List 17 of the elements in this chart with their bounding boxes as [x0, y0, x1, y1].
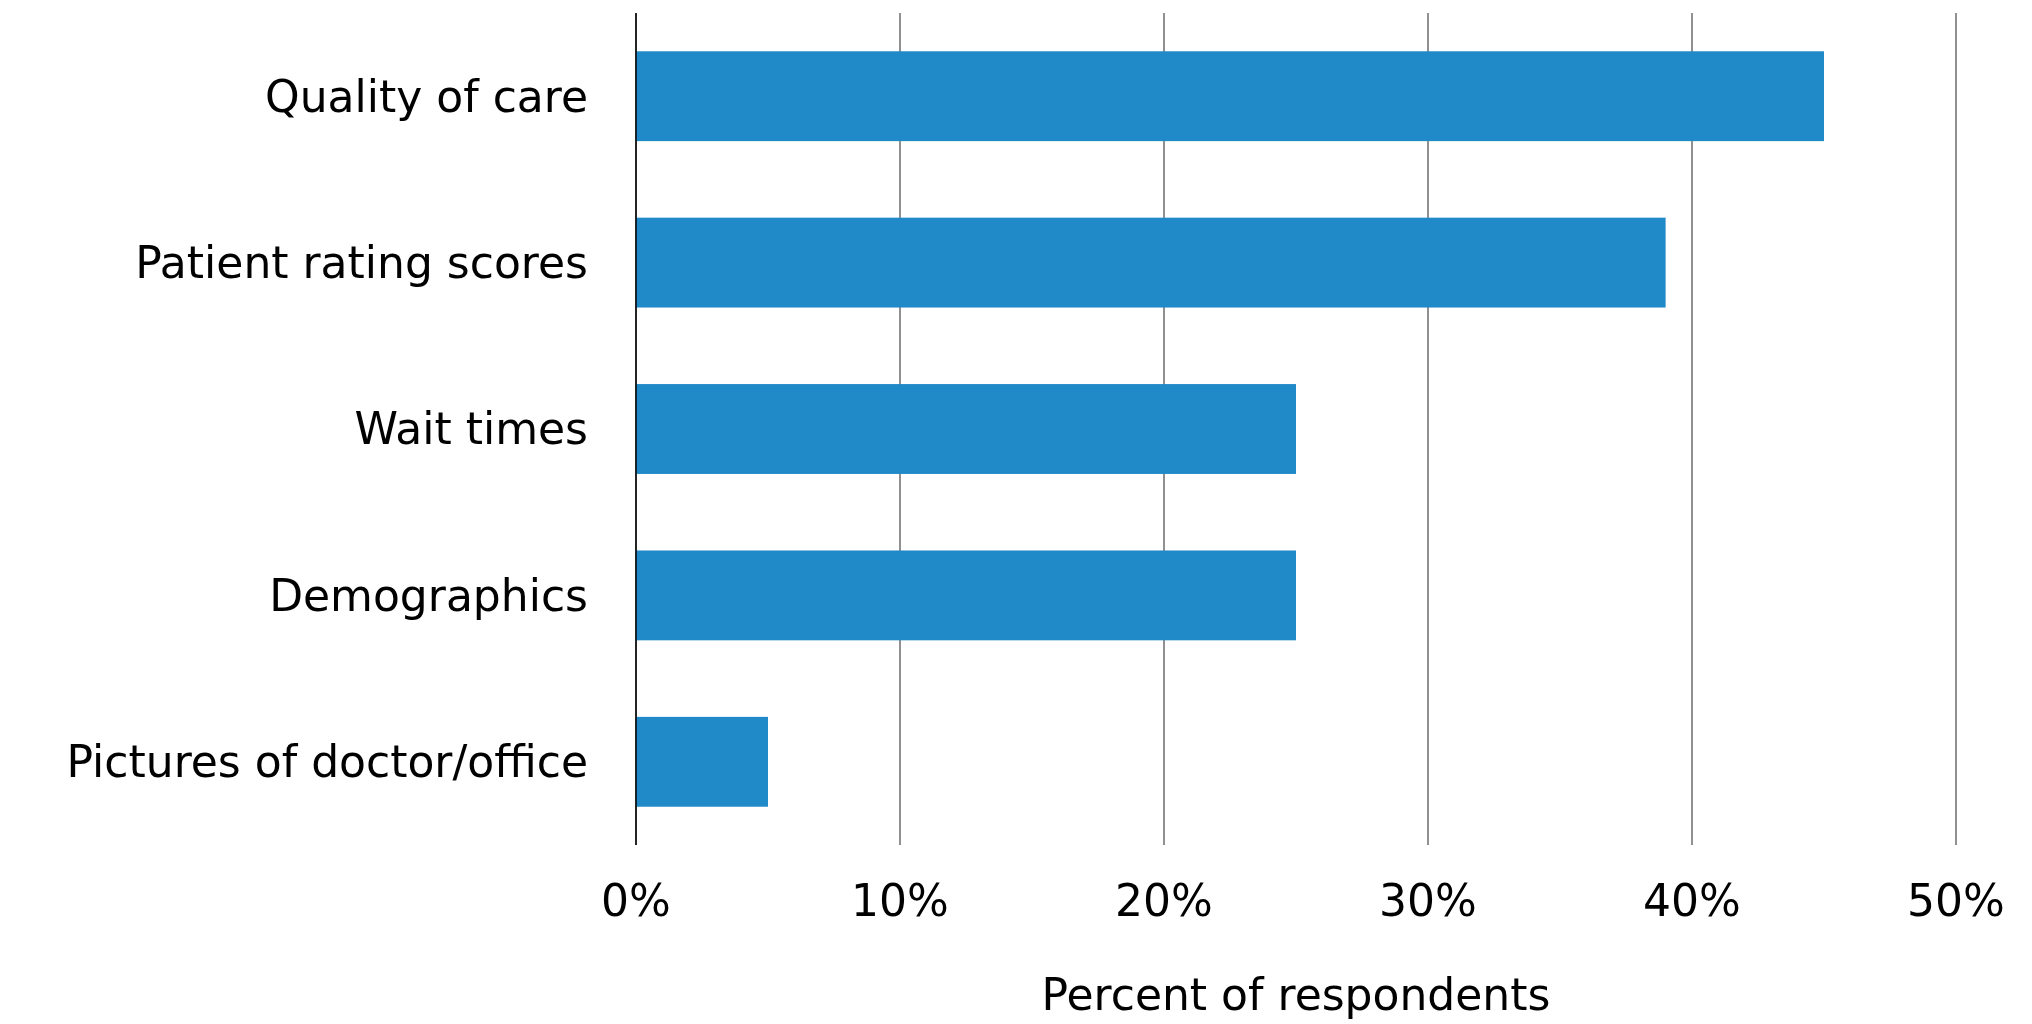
x-axis-title: Percent of respondents	[1041, 969, 1551, 1020]
y-tick-label: Pictures of doctor/office	[66, 736, 588, 788]
y-tick-label: Quality of care	[265, 70, 588, 122]
bar	[636, 384, 1296, 474]
x-tick-label: 20%	[1115, 875, 1213, 926]
bar	[636, 550, 1296, 641]
x-tick-label: 40%	[1643, 875, 1741, 926]
x-tick-label: 50%	[1907, 875, 2005, 926]
x-tick-label: 0%	[601, 875, 671, 926]
x-tick-label: 10%	[851, 875, 949, 926]
x-tick-label: 30%	[1379, 875, 1477, 926]
bar	[636, 51, 1824, 142]
bar	[636, 217, 1666, 308]
bar	[636, 716, 768, 807]
y-tick-label: Demographics	[269, 569, 588, 621]
y-tick-label: Wait times	[354, 403, 588, 455]
y-tick-label: Patient rating scores	[135, 237, 588, 288]
